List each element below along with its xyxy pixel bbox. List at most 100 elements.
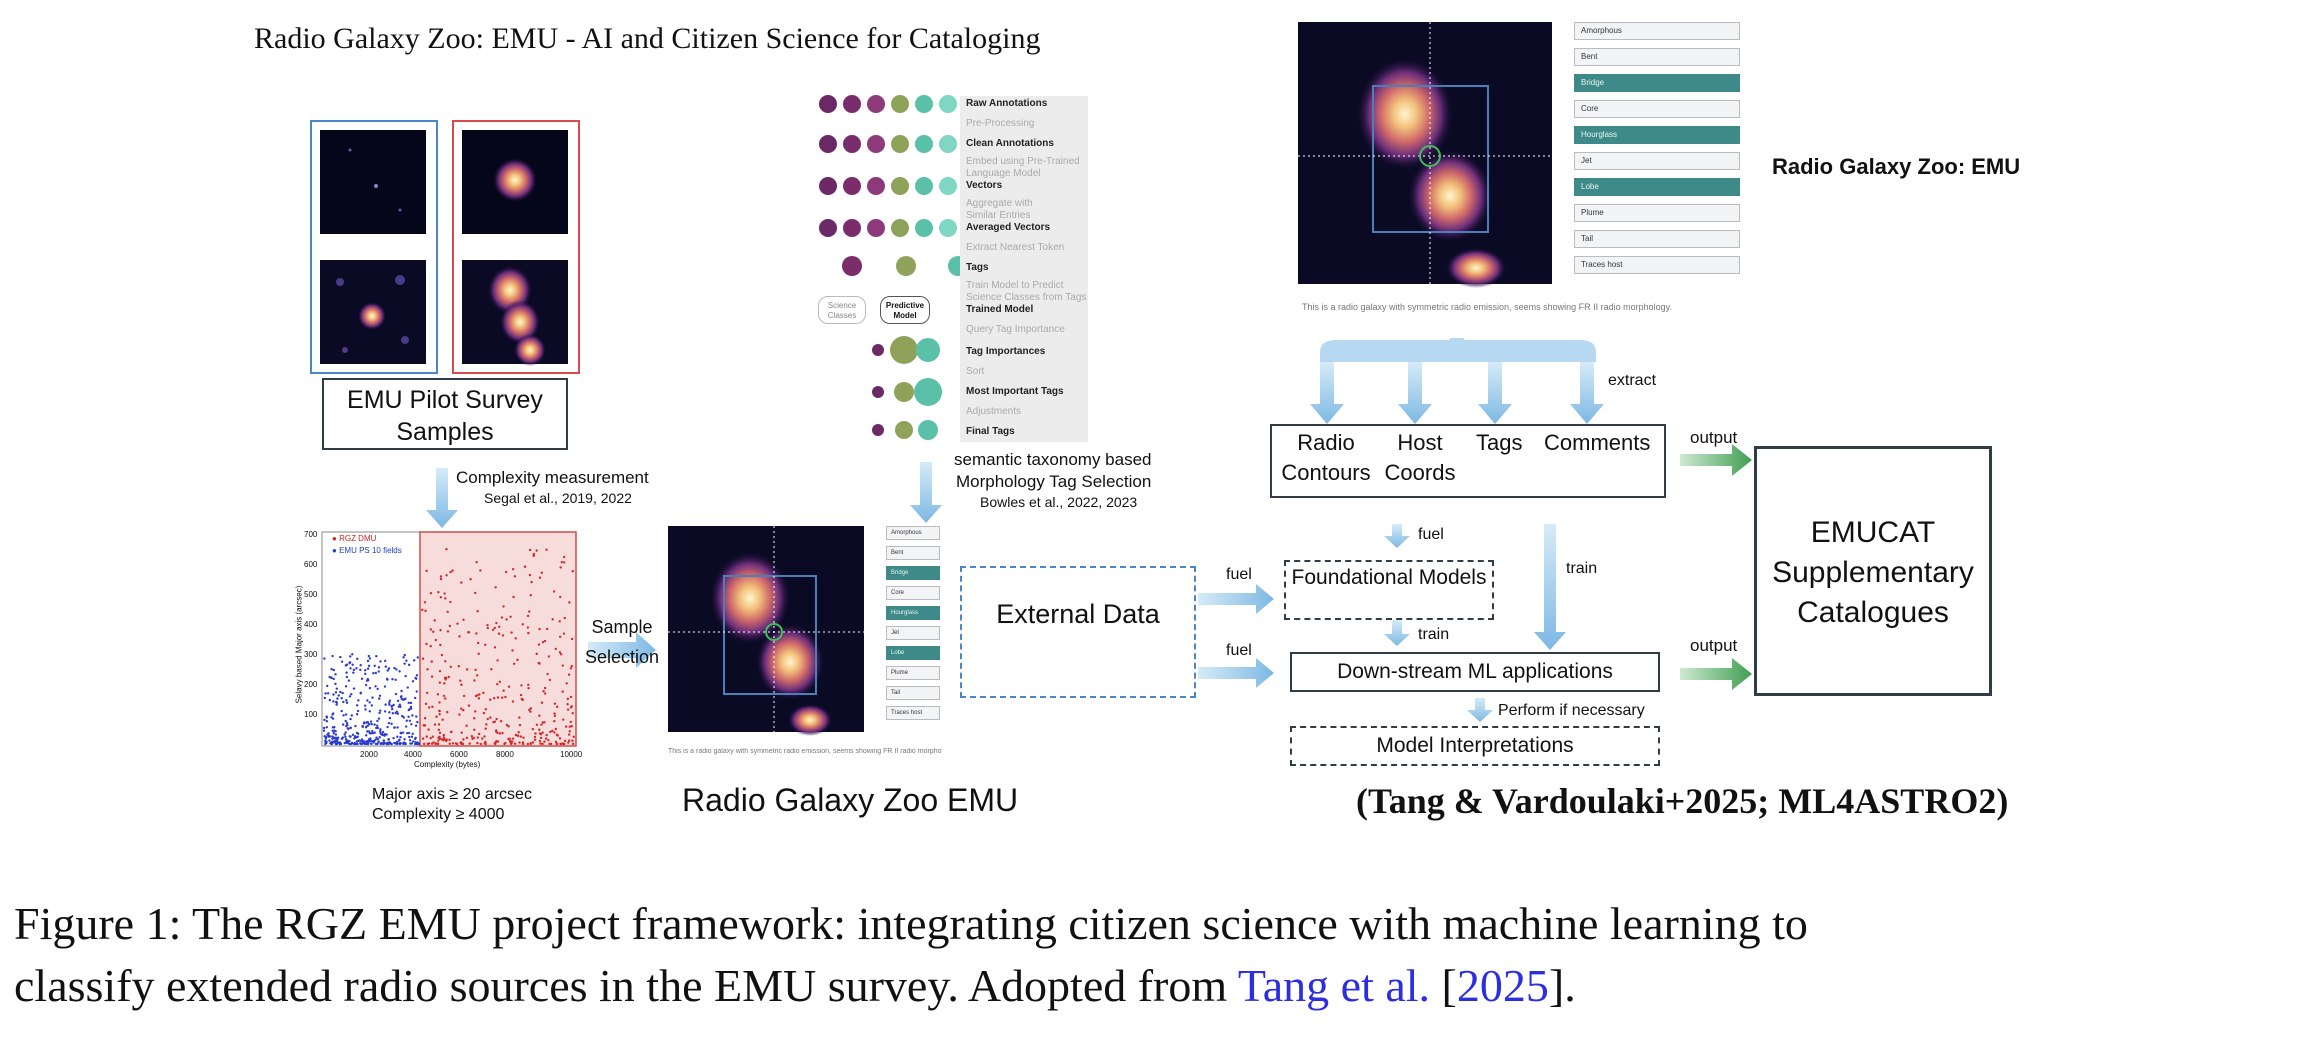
flow-importance-node xyxy=(895,421,913,439)
caption-cite-year[interactable]: 2025 xyxy=(1456,960,1549,1011)
caption-cite-link[interactable]: Tang et al. xyxy=(1237,960,1431,1011)
fuel-label-3: fuel xyxy=(1418,526,1444,543)
train-label-1: train xyxy=(1418,626,1450,643)
scatter-point-rgz xyxy=(493,741,496,745)
tag-button[interactable]: Bridge xyxy=(886,566,940,580)
scatter-point-emu xyxy=(408,739,412,742)
scatter-point-emu xyxy=(402,742,405,746)
scatter-point-rgz xyxy=(483,742,486,745)
tag-button[interactable]: Amorphous xyxy=(1574,22,1740,40)
scatter-point-rgz xyxy=(548,742,551,746)
flow-tag-node xyxy=(896,256,916,276)
scatter-point-rgz xyxy=(533,738,537,742)
tag-button[interactable]: Core xyxy=(886,586,940,600)
scatter-point-emu xyxy=(325,725,328,729)
scatter-point-emu xyxy=(370,704,373,707)
scatter-point-rgz xyxy=(543,692,547,695)
scatter-point-rgz xyxy=(460,707,463,710)
scatter-point-rgz xyxy=(526,614,530,618)
scatter-point-rgz xyxy=(425,735,428,738)
scatter-point-emu xyxy=(328,675,331,679)
tag-button[interactable]: Tail xyxy=(886,686,940,700)
scatter-point-rgz xyxy=(497,632,501,635)
scatter-point-emu xyxy=(323,696,327,700)
tag-button[interactable]: Lobe xyxy=(1574,178,1740,196)
scatter-point-rgz xyxy=(500,616,504,619)
tag-button[interactable]: Hourglass xyxy=(886,606,940,620)
scatter-point-emu xyxy=(343,741,347,745)
predictive-model-box: Predictive Model xyxy=(880,296,930,324)
scatter-point-rgz xyxy=(438,713,441,716)
scatter-ytick: 100 xyxy=(304,710,318,719)
scatter-point-emu xyxy=(322,729,326,732)
scatter-point-rgz xyxy=(437,591,440,594)
scatter-point-emu xyxy=(368,686,372,690)
scatter-ytick: 200 xyxy=(304,680,318,689)
tag-button[interactable]: Plume xyxy=(1574,204,1740,222)
figure-caption-line-2: classify extended radio sources in the E… xyxy=(14,955,1576,1017)
scatter-point-emu xyxy=(358,739,361,742)
scatter-point-rgz xyxy=(517,731,520,734)
flow-node xyxy=(891,177,909,195)
tag-button[interactable]: Jet xyxy=(886,626,940,640)
scatter-point-emu xyxy=(371,696,374,699)
scatter-point-rgz xyxy=(564,725,568,728)
scatter-point-emu xyxy=(415,742,418,746)
scatter-point-emu xyxy=(391,712,395,715)
tag-button[interactable]: Tail xyxy=(1574,230,1740,248)
flow-node xyxy=(939,95,957,113)
scatter-point-emu xyxy=(416,656,419,659)
scatter-ylabel: Selavy based Major axis (arcsec) xyxy=(294,585,304,704)
scatter-point-rgz xyxy=(568,739,571,742)
scatter-point-rgz xyxy=(425,569,428,573)
scatter-point-rgz xyxy=(446,610,449,614)
scatter-point-emu xyxy=(367,730,371,733)
tag-button[interactable]: Bent xyxy=(886,546,940,560)
tag-button[interactable]: Amorphous xyxy=(886,526,940,540)
tag-button[interactable]: Plume xyxy=(886,666,940,680)
scatter-ytick: 600 xyxy=(304,560,318,569)
scatter-point-emu xyxy=(342,714,345,717)
flow-node xyxy=(939,177,957,195)
scatter-point-rgz xyxy=(496,659,499,662)
tag-button[interactable]: Hourglass xyxy=(1574,126,1740,144)
scatter-point-rgz xyxy=(570,664,573,668)
scatter-point-emu xyxy=(370,722,373,726)
flow-step-label: Most Important Tags xyxy=(966,386,1064,397)
scatter-point-emu xyxy=(332,693,335,696)
scatter-point-emu xyxy=(378,711,381,715)
scatter-point-rgz xyxy=(551,729,554,733)
scatter-point-rgz xyxy=(511,649,514,652)
tag-button[interactable]: Traces host xyxy=(1574,256,1740,274)
scatter-point-emu xyxy=(371,731,375,735)
scatter-point-emu xyxy=(337,741,340,744)
tag-button[interactable]: Lobe xyxy=(886,646,940,660)
scatter-point-rgz xyxy=(566,697,570,701)
scatter-point-emu xyxy=(355,713,359,716)
scatter-point-emu xyxy=(385,677,389,681)
scatter-point-emu xyxy=(352,671,355,674)
flow-importance-node xyxy=(914,378,942,406)
scatter-point-rgz xyxy=(569,667,573,670)
scatter-point-emu xyxy=(332,700,335,703)
scatter-point-rgz xyxy=(437,739,440,742)
output-label-1: output xyxy=(1690,428,1738,447)
scatter-point-emu xyxy=(401,731,405,734)
tag-button[interactable]: Bridge xyxy=(1574,74,1740,92)
scatter-point-rgz xyxy=(559,566,562,569)
scatter-point-emu xyxy=(351,733,355,737)
scatter-point-emu xyxy=(374,742,378,746)
scatter-point-emu xyxy=(412,740,415,743)
scatter-point-emu xyxy=(328,698,332,702)
scatter-point-emu xyxy=(382,741,385,745)
scatter-point-emu xyxy=(389,742,392,745)
scatter-point-rgz xyxy=(448,738,451,742)
tag-button[interactable]: Traces host xyxy=(886,706,940,720)
tag-button[interactable]: Jet xyxy=(1574,152,1740,170)
scatter-point-rgz xyxy=(484,643,487,646)
tag-button[interactable]: Bent xyxy=(1574,48,1740,66)
scatter-point-rgz xyxy=(563,739,567,743)
scatter-point-rgz xyxy=(516,734,520,738)
tag-button[interactable]: Core xyxy=(1574,100,1740,118)
scatter-point-emu xyxy=(383,710,387,713)
